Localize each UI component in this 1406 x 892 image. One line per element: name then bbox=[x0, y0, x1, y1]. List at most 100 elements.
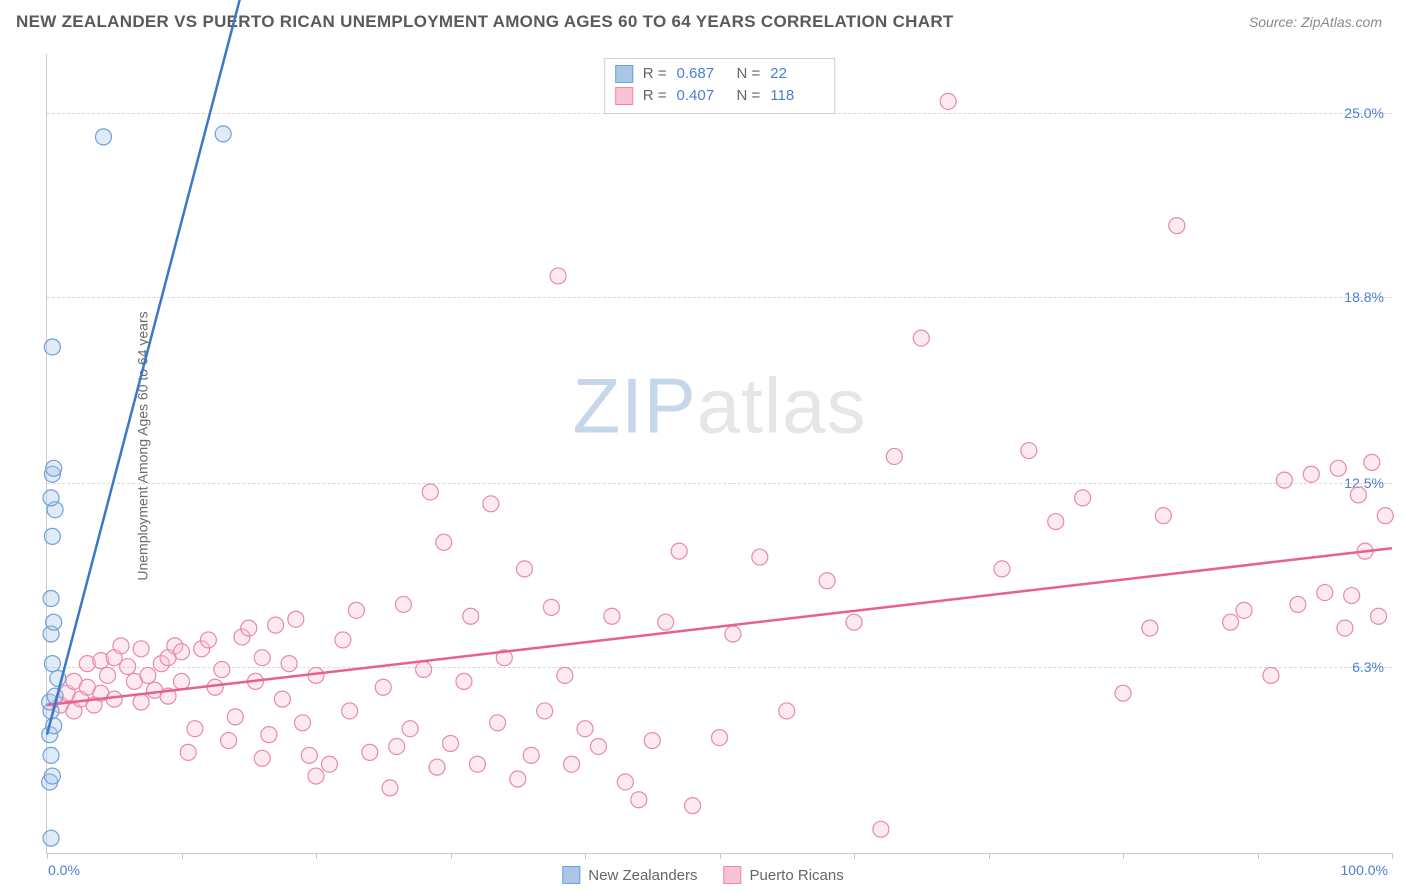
data-point bbox=[402, 721, 418, 737]
data-point bbox=[321, 756, 337, 772]
data-point bbox=[395, 596, 411, 612]
data-point bbox=[1115, 685, 1131, 701]
scatter-plot-svg bbox=[47, 54, 1392, 853]
data-point bbox=[543, 599, 559, 615]
n-label: N = bbox=[737, 85, 761, 107]
data-point bbox=[577, 721, 593, 737]
data-point bbox=[254, 650, 270, 666]
data-point bbox=[95, 129, 111, 145]
data-point bbox=[362, 744, 378, 760]
r-value-series2: 0.407 bbox=[677, 85, 727, 107]
data-point bbox=[940, 93, 956, 109]
legend-item-series2: Puerto Ricans bbox=[724, 866, 844, 884]
data-point bbox=[846, 614, 862, 630]
data-point bbox=[590, 738, 606, 754]
data-point bbox=[886, 448, 902, 464]
data-point bbox=[375, 679, 391, 695]
data-point bbox=[617, 774, 633, 790]
data-point bbox=[1330, 460, 1346, 476]
data-point bbox=[1048, 514, 1064, 530]
data-point bbox=[1364, 454, 1380, 470]
data-point bbox=[537, 703, 553, 719]
data-point bbox=[44, 656, 60, 672]
data-point bbox=[422, 484, 438, 500]
data-point bbox=[523, 747, 539, 763]
data-point bbox=[43, 747, 59, 763]
data-point bbox=[779, 703, 795, 719]
n-value-series1: 22 bbox=[770, 63, 820, 85]
data-point bbox=[227, 709, 243, 725]
data-point bbox=[1344, 588, 1360, 604]
data-point bbox=[819, 573, 835, 589]
data-point bbox=[443, 736, 459, 752]
data-point bbox=[106, 691, 122, 707]
data-point bbox=[712, 730, 728, 746]
data-point bbox=[348, 602, 364, 618]
r-label: R = bbox=[643, 85, 667, 107]
data-point bbox=[671, 543, 687, 559]
series-legend: New Zealanders Puerto Ricans bbox=[562, 866, 843, 884]
data-point bbox=[1276, 472, 1292, 488]
data-point bbox=[1263, 667, 1279, 683]
data-point bbox=[490, 715, 506, 731]
data-point bbox=[550, 268, 566, 284]
data-point bbox=[1337, 620, 1353, 636]
data-point bbox=[1317, 585, 1333, 601]
data-point bbox=[180, 744, 196, 760]
n-value-series2: 118 bbox=[770, 85, 820, 107]
data-point bbox=[873, 821, 889, 837]
data-point bbox=[1371, 608, 1387, 624]
n-label: N = bbox=[737, 63, 761, 85]
data-point bbox=[268, 617, 284, 633]
chart-area: ZIPatlas 6.3%12.5%18.8%25.0% R = 0.687 N… bbox=[46, 54, 1392, 854]
data-point bbox=[221, 733, 237, 749]
source-attribution: Source: ZipAtlas.com bbox=[1249, 14, 1382, 30]
data-point bbox=[281, 656, 297, 672]
data-point bbox=[46, 460, 62, 476]
data-point bbox=[1290, 596, 1306, 612]
r-label: R = bbox=[643, 63, 667, 85]
data-point bbox=[335, 632, 351, 648]
data-point bbox=[120, 659, 136, 675]
data-point bbox=[174, 673, 190, 689]
data-point bbox=[382, 780, 398, 796]
data-point bbox=[43, 490, 59, 506]
data-point bbox=[1021, 443, 1037, 459]
data-point bbox=[516, 561, 532, 577]
data-point bbox=[429, 759, 445, 775]
data-point bbox=[43, 591, 59, 607]
data-point bbox=[295, 715, 311, 731]
data-point bbox=[436, 534, 452, 550]
chart-header: NEW ZEALANDER VS PUERTO RICAN UNEMPLOYME… bbox=[0, 0, 1406, 40]
data-point bbox=[469, 756, 485, 772]
data-point bbox=[456, 673, 472, 689]
data-point bbox=[342, 703, 358, 719]
data-point bbox=[1223, 614, 1239, 630]
data-point bbox=[288, 611, 304, 627]
x-axis-max-label: 100.0% bbox=[1341, 862, 1388, 878]
data-point bbox=[463, 608, 479, 624]
data-point bbox=[174, 644, 190, 660]
data-point bbox=[604, 608, 620, 624]
data-point bbox=[685, 798, 701, 814]
legend-row-series1: R = 0.687 N = 22 bbox=[615, 63, 821, 85]
data-point bbox=[254, 750, 270, 766]
data-point bbox=[389, 738, 405, 754]
legend-item-series1: New Zealanders bbox=[562, 866, 697, 884]
data-point bbox=[44, 339, 60, 355]
data-point bbox=[658, 614, 674, 630]
data-point bbox=[1236, 602, 1252, 618]
data-point bbox=[241, 620, 257, 636]
data-point bbox=[187, 721, 203, 737]
trendline-new-zealanders bbox=[47, 0, 249, 735]
data-point bbox=[44, 528, 60, 544]
data-point bbox=[416, 662, 432, 678]
swatch-puerto-ricans bbox=[724, 866, 742, 884]
data-point bbox=[215, 126, 231, 142]
data-point bbox=[1303, 466, 1319, 482]
data-point bbox=[44, 768, 60, 784]
data-point bbox=[1155, 508, 1171, 524]
data-point bbox=[261, 727, 277, 743]
data-point bbox=[1075, 490, 1091, 506]
data-point bbox=[1142, 620, 1158, 636]
